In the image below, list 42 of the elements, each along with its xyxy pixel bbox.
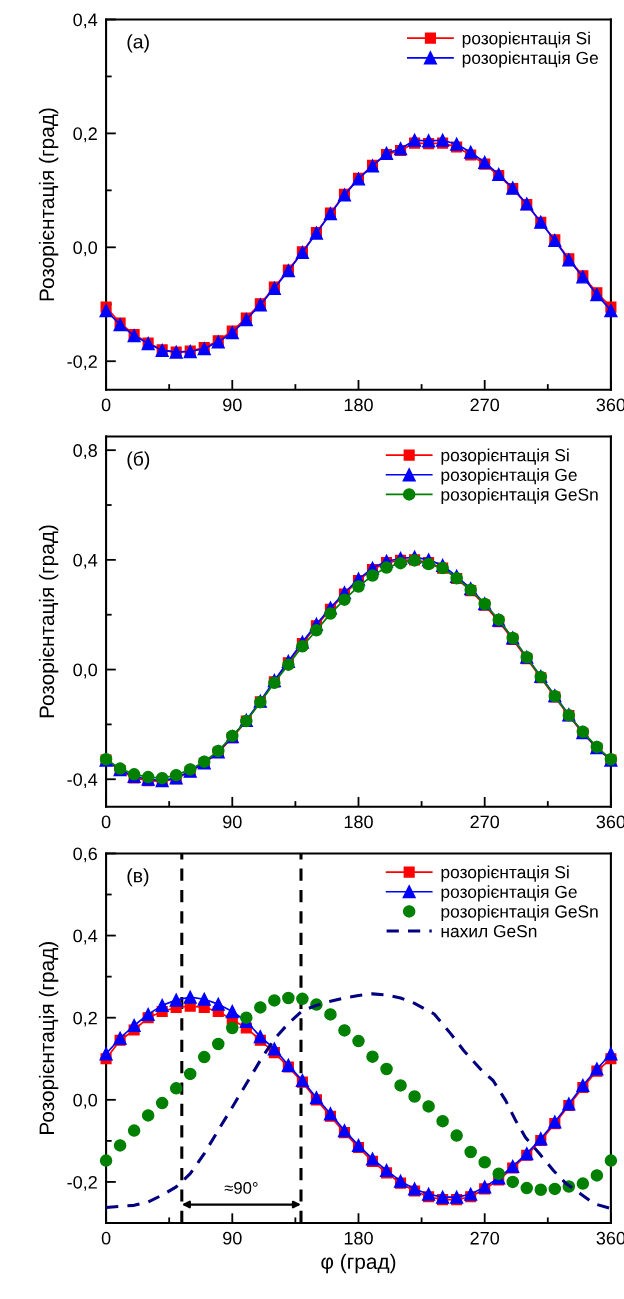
legend-label: розорієнтація GeSn [441,904,598,922]
y-axis-title: Розорієнтація (град) [38,108,59,301]
x-tick-label: 180 [344,1231,373,1245]
y-tick-label: 0,4 [73,929,98,945]
y-tick-label: -0,2 [67,355,97,371]
x-tick-label: 0 [101,398,111,412]
x-tick-label: 0 [101,1231,111,1245]
y-tick-label: 0,2 [73,1011,97,1027]
y-axis-title: Розорієнтація (град) [38,525,59,718]
legend-label: розорієнтація Si [441,865,569,882]
text: (а) [127,34,149,53]
x-tick-label: 0 [101,815,111,829]
legend-label: розорієнтація Ge [441,885,577,902]
legend-label: розорієнтація Si [441,448,569,465]
y-tick-label: 0,0 [73,1093,98,1109]
x-tick-label: 90 [223,398,242,412]
y-tick-label: 0,6 [73,847,97,863]
y-tick-label: 0,0 [73,663,98,679]
x-axis-title: φ (град) [321,1253,396,1274]
x-tick-label: 180 [344,398,373,412]
y-tick-label: 0,2 [73,127,97,143]
y-tick-label: 0,0 [73,241,98,257]
y-tick-label: -0,2 [67,1175,97,1191]
text: (б) [127,451,150,470]
legend-label: розорієнтація GeSn [441,487,598,505]
x-tick-label: 90 [223,815,242,829]
legend-label: розорієнтація Si [462,31,590,48]
legend-label: розорієнтація Ge [462,51,598,68]
y-tick-label: -0,4 [67,773,98,789]
y-axis-title: Розорієнтація (град) [38,942,59,1134]
legend-label: нахил GeSn [441,925,537,938]
legend-label: розорієнтація Ge [441,468,577,485]
x-tick-label: 270 [470,815,500,829]
y-tick-label: 0,4 [73,13,98,29]
y-tick-label: 0,4 [73,553,98,569]
x-tick-label: 180 [344,815,373,829]
x-tick-label: 90 [223,1231,242,1245]
text: (в) [127,868,149,887]
annotation: ≈90° [224,1182,258,1194]
x-tick-label: 270 [470,1231,500,1245]
y-tick-label: 0,8 [73,444,97,460]
x-tick-label: 270 [470,398,500,412]
